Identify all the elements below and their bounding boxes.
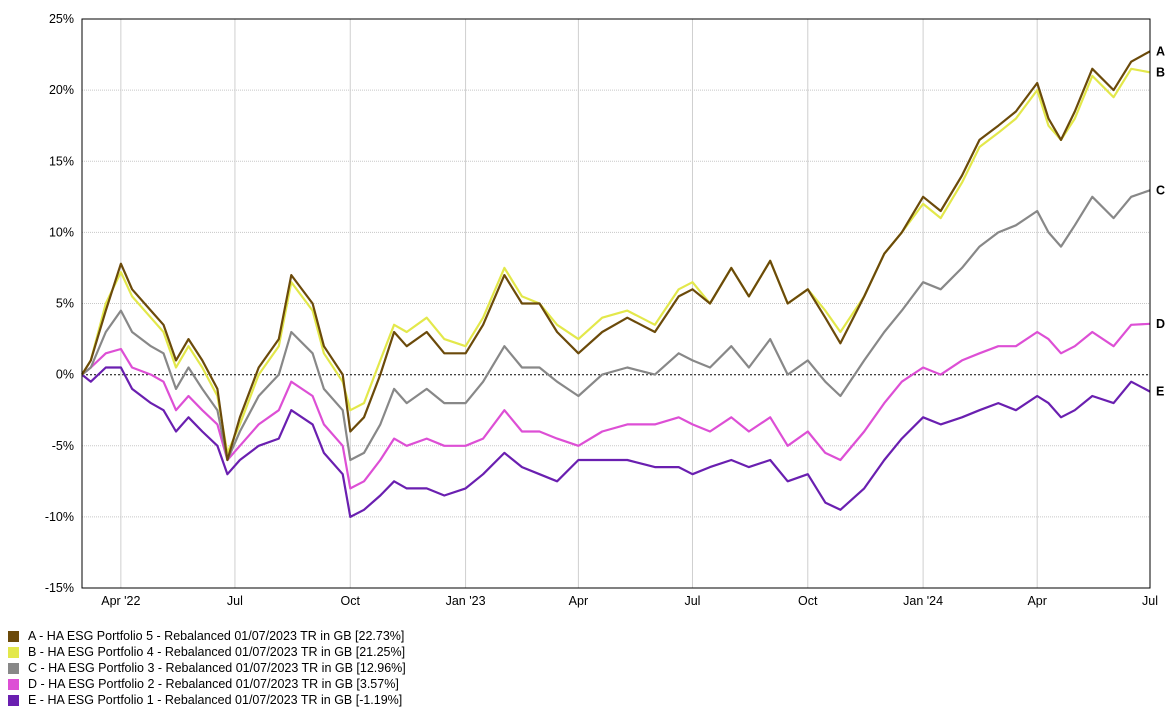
legend: A - HA ESG Portfolio 5 - Rebalanced 01/0…: [8, 628, 406, 708]
legend-swatch-e: [8, 694, 19, 706]
legend-item-d: D - HA ESG Portfolio 2 - Rebalanced 01/0…: [8, 676, 406, 692]
series-end-label-c: C: [1156, 183, 1165, 197]
x-tick-label: Jan '23: [446, 594, 486, 608]
series-line-c: [81, 189, 1151, 462]
legend-swatch-a: [8, 630, 19, 642]
series-end-label-b: B: [1156, 65, 1165, 79]
x-tick-label: Apr: [569, 594, 588, 608]
y-tick-label: -10%: [45, 510, 74, 524]
y-tick-label: 0%: [56, 368, 74, 382]
y-tick-label: -5%: [52, 439, 74, 453]
y-tick-label: 5%: [56, 297, 74, 311]
x-tick-label: Jan '24: [903, 594, 943, 608]
legend-label-a: A - HA ESG Portfolio 5 - Rebalanced 01/0…: [28, 629, 405, 643]
series-line-d: [81, 322, 1151, 490]
y-tick-label: 25%: [49, 12, 74, 26]
legend-item-e: E - HA ESG Portfolio 1 - Rebalanced 01/0…: [8, 692, 406, 708]
legend-swatch-d: [8, 678, 19, 690]
x-axis-labels: Apr '22 Jul Oct Jan '23 Apr Jul Oct Jan '24 Apr J…: [101, 594, 1158, 608]
legend-item-b: B - HA ESG Portfolio 4 - Rebalanced 01/0…: [8, 644, 406, 660]
x-tick-label: Jul: [1142, 594, 1158, 608]
y-tick-label: 15%: [49, 154, 74, 168]
x-tick-label: Jul: [684, 594, 700, 608]
legend-label-e: E - HA ESG Portfolio 1 - Rebalanced 01/0…: [28, 693, 403, 707]
series-end-label-e: E: [1156, 385, 1164, 399]
series-line-a: [81, 50, 1151, 462]
plot-frame: [81, 18, 1151, 589]
x-tick-label: Apr '22: [101, 594, 140, 608]
grid-lines: [82, 18, 1150, 589]
x-tick-label: Jul: [227, 594, 243, 608]
legend-label-c: C - HA ESG Portfolio 3 - Rebalanced 01/0…: [28, 661, 406, 675]
series-end-label-d: D: [1156, 317, 1165, 331]
series-line-b: [81, 67, 1151, 454]
legend-item-c: C - HA ESG Portfolio 3 - Rebalanced 01/0…: [8, 660, 406, 676]
y-tick-label: -15%: [45, 581, 74, 595]
y-tick-label: 10%: [49, 225, 74, 239]
series-lines: [81, 50, 1151, 519]
y-tick-label: 20%: [49, 83, 74, 97]
x-tick-label: Oct: [798, 594, 818, 608]
legend-label-d: D - HA ESG Portfolio 2 - Rebalanced 01/0…: [28, 677, 399, 691]
y-axis-labels: 25% 20% 15% 10% 5% 0% -5% -10% -15%: [45, 12, 74, 595]
x-tick-label: Apr: [1027, 594, 1046, 608]
legend-swatch-b: [8, 646, 19, 658]
series-line-e: [81, 366, 1151, 519]
series-end-labels: AB C D E: [1156, 44, 1165, 398]
legend-item-a: A - HA ESG Portfolio 5 - Rebalanced 01/0…: [8, 628, 406, 644]
series-end-label-a: A: [1156, 44, 1165, 58]
x-tick-label: Oct: [341, 594, 361, 608]
legend-label-b: B - HA ESG Portfolio 4 - Rebalanced 01/0…: [28, 645, 406, 659]
line-chart: 25% 20% 15% 10% 5% 0% -5% -10% -15% Apr '22 Jul Oc…: [45, 12, 1165, 608]
legend-swatch-c: [8, 662, 19, 674]
